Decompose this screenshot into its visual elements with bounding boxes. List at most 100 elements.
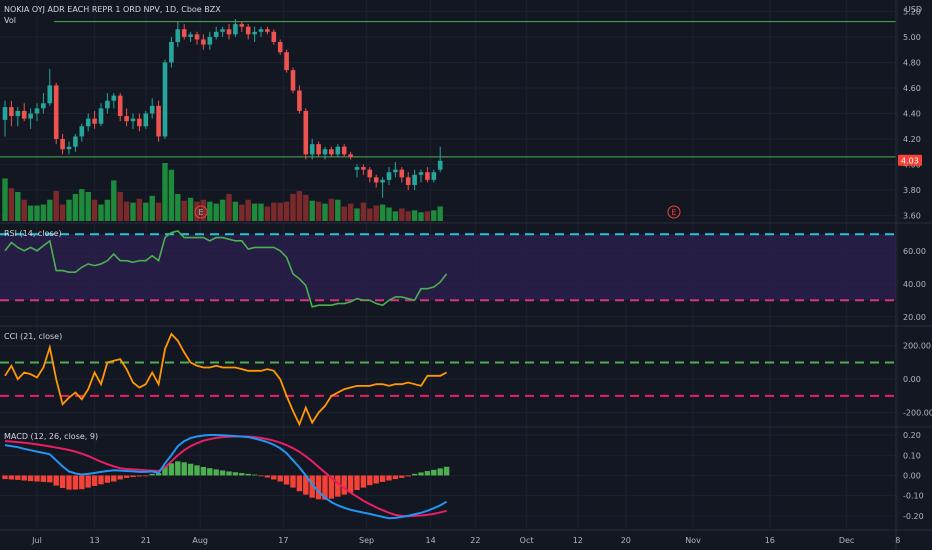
time-tick-4: 17 xyxy=(278,536,288,545)
price-tick-2: 4.80 xyxy=(903,58,921,67)
volume-bar-23 xyxy=(149,195,155,221)
candle-body-36 xyxy=(233,24,238,35)
candle-body-21 xyxy=(137,118,142,127)
macd-hist-bar-63 xyxy=(405,475,411,477)
candle-body-61 xyxy=(393,169,398,173)
candle-body-55 xyxy=(354,167,360,170)
macd-hist-bar-44 xyxy=(283,475,290,485)
volume-bar-55 xyxy=(354,208,360,221)
candle-22 xyxy=(143,110,149,129)
candle-52 xyxy=(335,144,341,157)
candle-14 xyxy=(92,110,97,129)
cci-pane[interactable]: CCI (21, close) xyxy=(0,332,896,427)
candle-body-32 xyxy=(207,36,213,45)
macd-hist-bar-69 xyxy=(443,466,450,476)
price-pane[interactable]: E E NOKIA OYJ ADR EACH REPR 1 ORD NPV, 1… xyxy=(0,5,896,221)
candle-25 xyxy=(162,59,168,140)
time-tick-0: Jul xyxy=(31,536,42,545)
candle-body-28 xyxy=(181,29,187,37)
candle-body-35 xyxy=(226,29,232,35)
candle-54 xyxy=(348,151,353,160)
price-tick-5: 4.20 xyxy=(903,135,921,144)
candle-body-53 xyxy=(341,146,347,155)
macd-pane[interactable]: MACD (12, 26, close, 9) xyxy=(2,432,450,520)
price-scale[interactable]: 5.205.004.804.604.404.204.003.803.6060.0… xyxy=(903,7,932,520)
candle-50 xyxy=(322,146,328,160)
earnings-marker-oct[interactable] xyxy=(667,205,681,219)
volume-bar-39 xyxy=(251,203,258,221)
candle-body-43 xyxy=(277,42,283,53)
volume-bar-52 xyxy=(335,199,341,221)
candle-body-64 xyxy=(412,174,417,185)
macd-hist-bar-25 xyxy=(162,466,168,476)
macd-hist-bar-66 xyxy=(424,471,431,476)
candle-body-6 xyxy=(41,103,46,109)
volume-bar-24 xyxy=(155,202,162,221)
candle-body-44 xyxy=(284,52,289,71)
candle-37 xyxy=(239,21,245,32)
candle-body-13 xyxy=(85,118,91,127)
candle-12 xyxy=(79,123,85,142)
macd-hist-bar-20 xyxy=(130,475,136,478)
volume-bar-61 xyxy=(392,211,399,221)
macd-hist-bar-8 xyxy=(53,475,59,486)
candle-19 xyxy=(124,108,129,127)
cci-tick-2: -200.00 xyxy=(903,409,932,418)
candle-body-11 xyxy=(73,136,78,147)
candle-44 xyxy=(284,49,289,73)
macd-tick-0: 0.20 xyxy=(903,431,921,440)
volume-bar-22 xyxy=(143,202,149,221)
volume-bar-57 xyxy=(367,208,373,221)
candle-28 xyxy=(181,24,187,40)
candle-48 xyxy=(309,139,315,160)
volume-bar-25 xyxy=(162,163,168,221)
volume-bar-10 xyxy=(66,199,72,221)
macd-hist-bar-14 xyxy=(91,475,98,486)
volume-bar-54 xyxy=(347,203,354,221)
candle-53 xyxy=(341,144,347,157)
macd-signal-line xyxy=(4,435,447,518)
earnings-markers[interactable]: E E xyxy=(194,205,681,219)
candle-46 xyxy=(297,85,302,114)
candle-body-10 xyxy=(66,146,72,150)
rsi-pane[interactable]: RSI (14, close) xyxy=(0,229,896,308)
macd-hist-bar-7 xyxy=(47,475,53,483)
macd-hist-bar-26 xyxy=(168,463,175,476)
macd-line xyxy=(4,434,448,520)
earnings-marker-aug[interactable] xyxy=(194,205,208,219)
candle-body-67 xyxy=(431,172,437,180)
volume-bar-60 xyxy=(386,207,392,221)
macd-hist-bar-10 xyxy=(66,475,72,490)
volume-bar-67 xyxy=(431,210,437,221)
volume-bar-48 xyxy=(309,200,315,221)
rsi-band xyxy=(0,234,896,301)
macd-hist-bar-18 xyxy=(117,475,123,480)
volume-bar-28 xyxy=(181,200,187,221)
volume-bar-11 xyxy=(72,193,79,221)
macd-hist-bar-1 xyxy=(8,475,15,480)
price-tick-4: 4.40 xyxy=(903,110,921,119)
macd-hist-bar-27 xyxy=(175,461,181,476)
candle-body-38 xyxy=(245,26,251,35)
time-axis[interactable]: Jul 13 21 Aug 17 Sep 14 22 Oct 12 20 Nov 16 Dec 8 xyxy=(31,536,900,545)
macd-hist-bar-13 xyxy=(85,475,91,488)
macd-hist-bar-65 xyxy=(418,472,424,476)
candle-62 xyxy=(399,167,405,183)
candle-body-5 xyxy=(34,108,40,114)
currency-label: USD xyxy=(905,5,922,14)
candle-58 xyxy=(373,174,379,188)
cci-title: CCI (21, close) xyxy=(4,332,62,341)
candle-10 xyxy=(66,141,72,155)
macd-hist-bar-30 xyxy=(194,465,200,476)
candle-20 xyxy=(130,113,136,129)
macd-hist-bar-23 xyxy=(149,473,155,476)
macd-hist-bar-12 xyxy=(79,475,85,490)
candle-body-0 xyxy=(2,107,8,120)
rsi-title: RSI (14, close) xyxy=(4,229,62,238)
candle-body-52 xyxy=(335,146,341,155)
candle-body-2 xyxy=(15,110,21,117)
macd-hist-bar-58 xyxy=(373,475,379,484)
candle-11 xyxy=(73,133,78,152)
candle-15 xyxy=(98,103,104,127)
